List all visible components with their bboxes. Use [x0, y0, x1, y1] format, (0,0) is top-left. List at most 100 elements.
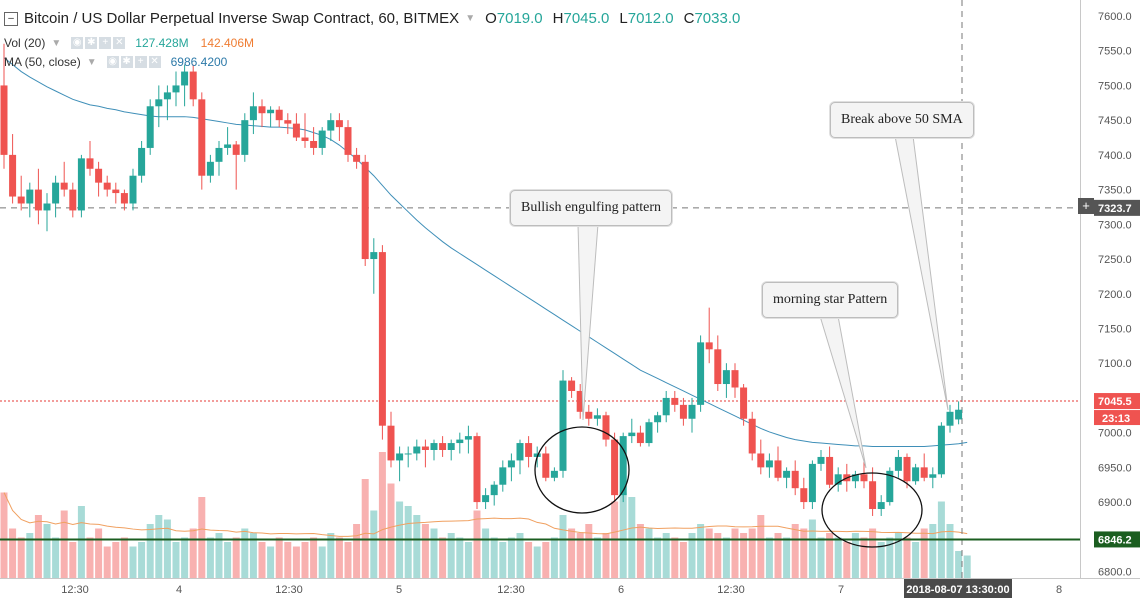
- volume-bar: [206, 537, 214, 578]
- time-tick-label: 5: [396, 584, 402, 596]
- candle-body: [95, 168, 103, 183]
- callout-morning-star[interactable]: morning star Pattern: [762, 282, 899, 318]
- volume-bar: [645, 528, 653, 578]
- callout-break-above-sma[interactable]: Break above 50 SMA: [830, 102, 974, 138]
- candle-body: [748, 418, 756, 454]
- volume-bar: [43, 524, 51, 578]
- volume-bar: [172, 542, 180, 578]
- volume-bar: [86, 537, 94, 578]
- chevron-down-icon[interactable]: ▼: [86, 56, 97, 68]
- candle-body: [645, 422, 653, 444]
- candle-body: [671, 397, 679, 405]
- crosshair-price-label: 7323.7: [1098, 203, 1132, 215]
- price-tick-label: 7300.0: [1098, 219, 1132, 231]
- candle-body: [903, 456, 911, 482]
- candle-body: [258, 106, 266, 114]
- candle-body: [808, 463, 816, 503]
- candle-body: [473, 436, 481, 503]
- candle-body: [9, 154, 17, 197]
- volume-bar: [903, 537, 911, 578]
- volume-bar: [370, 510, 378, 578]
- candle-body: [146, 106, 154, 148]
- time-tick-label: 8: [1056, 584, 1062, 596]
- volume-bar: [284, 542, 292, 578]
- candle-body: [757, 453, 765, 468]
- candle-body: [705, 342, 713, 350]
- settings-icon[interactable]: ✱: [85, 37, 98, 49]
- volume-bar: [834, 537, 842, 578]
- candle-body: [886, 470, 894, 503]
- volume-bar: [258, 542, 266, 578]
- volume-bar: [894, 533, 902, 578]
- volume-bar: [0, 492, 8, 578]
- volume-bar: [808, 519, 816, 578]
- volume-bar: [963, 555, 971, 578]
- volume-label[interactable]: Vol (20): [4, 36, 46, 50]
- last-price-label: 7045.5: [1098, 396, 1132, 408]
- add-icon[interactable]: +: [99, 37, 112, 49]
- candle-body: [679, 404, 687, 419]
- add-icon[interactable]: +: [134, 56, 147, 68]
- candle-body: [722, 370, 730, 385]
- volume-bar: [9, 528, 17, 578]
- candle-body: [894, 456, 902, 471]
- candle-body: [697, 342, 705, 405]
- volume-bar: [301, 542, 309, 578]
- volume-bar: [817, 537, 825, 578]
- candle-body: [456, 439, 464, 444]
- ohlc-low: L7012.0: [619, 10, 674, 27]
- volume-bar: [249, 533, 257, 578]
- volume-bar: [361, 479, 369, 578]
- volume-bar: [163, 519, 171, 578]
- eye-icon[interactable]: ◉: [106, 56, 119, 68]
- volume-bar: [404, 506, 412, 578]
- level-price-label-bg: [1094, 531, 1140, 548]
- add-alert-icon[interactable]: +: [1078, 198, 1094, 214]
- volume-bar: [310, 537, 318, 578]
- time-tick-label: 7: [838, 584, 844, 596]
- candle-body: [774, 460, 782, 478]
- ma-label[interactable]: MA (50, close): [4, 55, 81, 69]
- symbol-title[interactable]: Bitcoin / US Dollar Perpetual Inverse Sw…: [24, 10, 460, 27]
- callout-bullish-engulfing[interactable]: Bullish engulfing pattern: [510, 190, 672, 226]
- chevron-down-icon[interactable]: ▼: [465, 13, 476, 24]
- morning-star-circle: [821, 472, 923, 548]
- candle-body: [327, 120, 335, 131]
- collapse-icon[interactable]: –: [4, 11, 18, 26]
- volume-bar: [585, 524, 593, 578]
- crosshair-price-label-bg: [1094, 199, 1140, 216]
- candle-body: [120, 193, 128, 204]
- volume-bar: [826, 533, 834, 578]
- candle-body: [929, 474, 937, 478]
- countdown-bg: [1094, 410, 1140, 426]
- volume-bar: [576, 533, 584, 578]
- candle-body: [585, 411, 593, 419]
- volume-bar: [146, 524, 154, 578]
- price-tick-label: 7150.0: [1098, 323, 1132, 335]
- volume-bar: [52, 537, 60, 578]
- volume-bar: [421, 524, 429, 578]
- volume-bar: [886, 537, 894, 578]
- volume-bar: [215, 533, 223, 578]
- volume-bar: [344, 542, 352, 578]
- time-tick-label: 12:30: [717, 584, 745, 596]
- volume-bar: [189, 528, 197, 578]
- time-tick-label: 12:30: [61, 584, 89, 596]
- candle-body: [860, 474, 868, 482]
- volume-bar: [129, 546, 137, 578]
- close-icon[interactable]: ✕: [113, 37, 126, 49]
- volume-bar: [224, 542, 232, 578]
- chevron-down-icon[interactable]: ▼: [51, 37, 62, 49]
- candle-body: [181, 71, 189, 86]
- candle-body: [834, 474, 842, 485]
- close-icon[interactable]: ✕: [148, 56, 161, 68]
- candle-body: [421, 446, 429, 450]
- settings-icon[interactable]: ✱: [120, 56, 133, 68]
- volume-bar: [800, 528, 808, 578]
- eye-icon[interactable]: ◉: [71, 37, 84, 49]
- candle-body: [826, 456, 834, 485]
- candle-body: [765, 460, 773, 468]
- volume-bar: [636, 524, 644, 578]
- candle-body: [576, 390, 584, 412]
